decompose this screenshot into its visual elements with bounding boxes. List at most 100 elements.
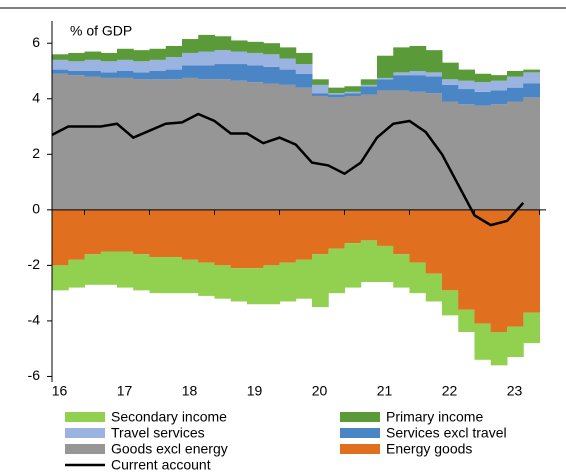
area-step — [490, 80, 508, 91]
area-step — [425, 209, 443, 274]
area-step — [198, 262, 215, 296]
legend-swatch — [65, 444, 105, 454]
area-step — [198, 51, 215, 66]
area-step — [263, 43, 280, 55]
area-step — [344, 243, 362, 288]
area-step — [507, 101, 524, 210]
area-step — [68, 61, 85, 71]
area-step — [230, 40, 248, 52]
area-step — [393, 90, 410, 210]
area-step — [312, 79, 329, 85]
area-step — [377, 209, 394, 246]
area-step — [360, 86, 378, 95]
area-step — [198, 34, 215, 52]
area-step — [230, 268, 248, 302]
area-step — [165, 57, 183, 70]
area-step — [295, 209, 313, 260]
area-step — [360, 84, 378, 87]
area-step — [393, 254, 410, 288]
plot — [51, 34, 540, 366]
area-step — [230, 51, 248, 65]
area-step — [360, 240, 378, 283]
area-step — [100, 72, 118, 78]
area-step — [312, 95, 329, 210]
x-tick-label: 22 — [442, 383, 458, 399]
area-step — [507, 87, 524, 102]
area-step — [458, 80, 475, 90]
area-step — [312, 93, 329, 96]
area-step — [247, 41, 264, 53]
area-step — [377, 245, 394, 283]
area-step — [360, 94, 378, 210]
x-tick-label: 18 — [182, 383, 198, 399]
x-tick-label: 19 — [247, 383, 263, 399]
area-step — [393, 75, 410, 91]
area-step — [68, 52, 85, 62]
area-step — [182, 52, 199, 66]
area-step — [214, 265, 232, 299]
area-step — [442, 209, 459, 291]
legend-swatch — [65, 412, 105, 422]
area-step — [507, 209, 524, 327]
area-step — [117, 209, 134, 252]
area-step — [100, 251, 118, 285]
area-step — [52, 73, 69, 210]
area-step — [182, 259, 199, 294]
y-tick-label: 0 — [32, 201, 40, 217]
area-step — [84, 70, 102, 77]
area-step — [344, 91, 362, 94]
area-step — [165, 69, 183, 80]
legend-swatch — [340, 444, 380, 454]
legend-label: Current account — [111, 457, 211, 472]
area-step — [68, 75, 85, 210]
x-tick-label: 21 — [377, 383, 393, 399]
area-step — [149, 70, 167, 80]
area-step — [523, 209, 540, 313]
area-step — [84, 59, 102, 71]
area-step — [409, 45, 427, 71]
area-step — [312, 209, 329, 255]
area-step — [263, 265, 280, 305]
area-step — [100, 209, 118, 252]
area-step — [279, 262, 297, 302]
area-step — [393, 209, 410, 255]
area-step — [490, 104, 508, 210]
area-step — [198, 65, 215, 80]
area-step — [312, 254, 329, 308]
area-step — [149, 79, 167, 210]
area-step — [279, 58, 297, 70]
area-step — [344, 93, 362, 96]
area-step — [100, 61, 118, 73]
area-step — [133, 61, 150, 73]
area-step — [458, 89, 475, 105]
area-step — [214, 79, 232, 210]
area-step — [490, 209, 508, 333]
area-step — [295, 52, 313, 65]
area-step — [133, 50, 150, 62]
area-step — [474, 209, 492, 324]
area-step — [279, 47, 297, 59]
area-step — [263, 83, 280, 210]
area-step — [149, 257, 167, 294]
legend-swatch — [340, 412, 380, 422]
area-step — [490, 90, 508, 105]
area-step — [442, 79, 459, 85]
area-step — [344, 209, 362, 244]
area-step — [149, 209, 167, 258]
area-step — [52, 69, 69, 74]
area-step — [84, 209, 102, 255]
area-step — [458, 309, 475, 333]
area-step — [507, 326, 524, 358]
area-step — [263, 54, 280, 67]
area-step — [458, 69, 475, 81]
y-tick-label: 6 — [32, 34, 40, 50]
legend-label: Primary income — [386, 409, 483, 425]
area-step — [117, 70, 134, 78]
area-step — [523, 97, 540, 210]
area-step — [247, 52, 264, 66]
area-step — [523, 69, 540, 73]
area-step — [377, 79, 394, 91]
area-step — [328, 94, 345, 98]
area-step — [442, 84, 459, 102]
area-step — [328, 209, 345, 249]
